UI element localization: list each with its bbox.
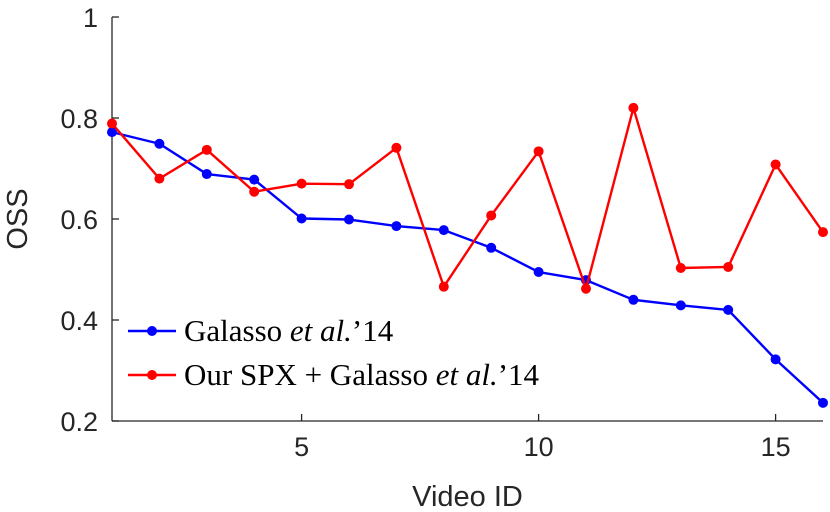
y-tick-label: 0.8: [60, 104, 98, 134]
data-point: [201, 169, 212, 180]
legend: Galasso et al.’14 Our SPX + Galasso et al…: [128, 313, 540, 392]
data-point: [391, 142, 402, 153]
legend-label: Galasso et al.’14: [184, 313, 394, 348]
data-point: [438, 225, 449, 236]
data-point: [249, 186, 260, 197]
data-point: [201, 144, 212, 155]
data-point: [533, 146, 544, 157]
legend-swatch-marker: [147, 370, 157, 380]
series-line: [111, 130, 824, 404]
x-tick-label: 10: [524, 432, 554, 462]
data-point: [628, 102, 639, 113]
data-point: [107, 127, 117, 138]
data-point: [770, 354, 781, 365]
data-point: [486, 242, 497, 253]
x-tick-label: 15: [761, 432, 791, 462]
data-point: [249, 174, 260, 185]
legend-swatch-marker: [147, 326, 157, 336]
data-point: [723, 304, 734, 315]
y-tick-label: 1: [83, 3, 98, 33]
data-point: [486, 210, 497, 221]
data-point: [770, 159, 781, 170]
series-layer: [107, 102, 828, 408]
data-point: [391, 221, 402, 232]
data-point: [154, 138, 165, 149]
data-point: [628, 294, 639, 305]
y-axis-title: OSS: [2, 188, 34, 249]
data-point: [675, 300, 686, 311]
data-point: [154, 173, 165, 184]
data-point: [581, 283, 591, 294]
data-point: [296, 178, 307, 189]
data-point: [344, 214, 354, 225]
series-2: [107, 102, 828, 294]
data-point: [533, 267, 544, 278]
legend-label: Our SPX + Galasso et al.’14: [184, 357, 540, 392]
data-point: [344, 179, 354, 190]
legend-item-1: Galasso et al.’14: [128, 313, 394, 348]
data-point: [296, 213, 307, 224]
data-point: [675, 262, 686, 273]
data-point: [818, 227, 828, 238]
series-1: [107, 127, 828, 408]
data-point: [723, 261, 734, 272]
data-point: [107, 118, 117, 129]
series-line: [111, 106, 824, 290]
y-tick-label: 0.6: [60, 205, 98, 235]
y-tick-label: 0.4: [60, 306, 98, 336]
legend-item-2: Our SPX + Galasso et al.’14: [128, 357, 540, 392]
x-axis-title: Video ID: [412, 481, 523, 512]
data-point: [818, 397, 828, 408]
x-tick-label: 5: [294, 432, 309, 462]
data-point: [438, 281, 449, 292]
y-tick-label: 0.2: [60, 407, 98, 437]
